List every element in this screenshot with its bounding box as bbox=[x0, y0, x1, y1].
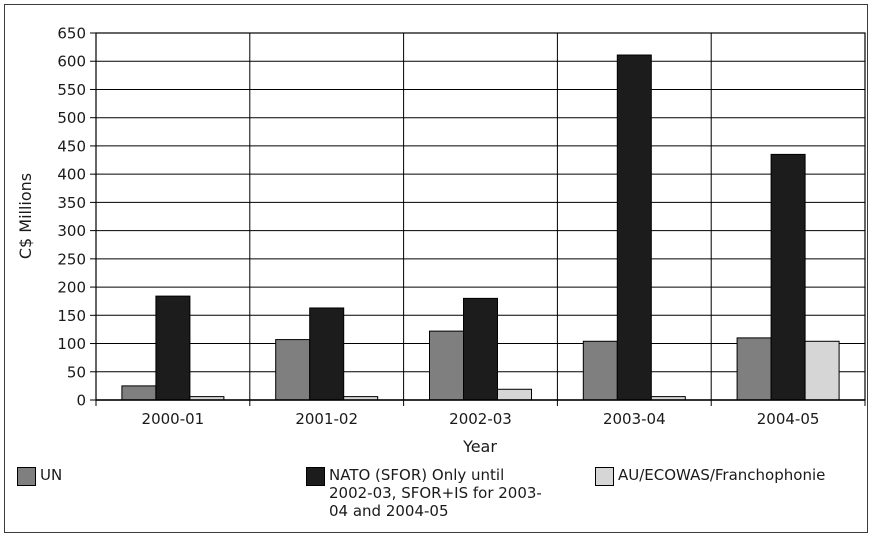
legend-swatch-nato bbox=[306, 467, 325, 486]
bar-au-2004-05 bbox=[804, 340, 840, 401]
y-tick-label: 250 bbox=[57, 250, 86, 268]
x-tick-label: 2003-04 bbox=[603, 410, 666, 428]
bar-un-2003-04 bbox=[582, 340, 618, 401]
bar-un-2000-01 bbox=[121, 385, 157, 401]
bar-un-2001-02 bbox=[275, 339, 311, 401]
y-tick-label: 600 bbox=[57, 53, 86, 71]
y-axis-label: C$ Millions bbox=[16, 173, 35, 259]
legend-swatch-au bbox=[595, 467, 614, 486]
axes bbox=[90, 32, 866, 406]
legend-label-line: AU/ECOWAS/Franchophonie bbox=[618, 466, 826, 484]
y-tick-label: 50 bbox=[67, 363, 86, 381]
legend-item-nato: NATO (SFOR) Only until 2002-03, SFOR+IS f… bbox=[306, 466, 542, 520]
y-tick-label: 450 bbox=[57, 137, 86, 155]
x-tick-label: 2000-01 bbox=[142, 410, 205, 428]
chart-frame bbox=[4, 4, 868, 533]
bar-nato-2003-04 bbox=[616, 54, 652, 401]
bar-nato-2000-01 bbox=[155, 295, 191, 401]
y-tick-label: 350 bbox=[57, 194, 86, 212]
bars bbox=[121, 54, 840, 401]
legend-label-line: 2002-03, SFOR+IS for 2003- bbox=[329, 484, 542, 502]
legend-label-line: 04 and 2004-05 bbox=[329, 502, 449, 520]
x-tick-label: 2001-02 bbox=[295, 410, 358, 428]
legend-label-nato: NATO (SFOR) Only until 2002-03, SFOR+IS f… bbox=[329, 466, 542, 520]
legend-label-un: UN bbox=[40, 466, 62, 484]
bar-nato-2001-02 bbox=[309, 307, 345, 401]
x-axis-label: Year bbox=[462, 437, 497, 456]
y-tick-label: 150 bbox=[57, 307, 86, 325]
legend-item-un: UN bbox=[17, 466, 62, 486]
y-tick-label: 200 bbox=[57, 279, 86, 297]
x-tick-labels: 2000-01 2001-02 2002-03 2003-04 2004-05 bbox=[142, 410, 820, 428]
legend-label-au: AU/ECOWAS/Franchophonie bbox=[618, 466, 825, 484]
y-tick-label: 300 bbox=[57, 222, 86, 240]
legend-label-line: NATO (SFOR) Only until bbox=[329, 466, 505, 484]
x-tick-label: 2002-03 bbox=[449, 410, 512, 428]
y-tick-label: 0 bbox=[76, 392, 86, 410]
x-tick-label: 2004-05 bbox=[757, 410, 820, 428]
bar-nato-2002-03 bbox=[463, 297, 498, 401]
legend-item-au: AU/ECOWAS/Franchophonie bbox=[595, 466, 825, 486]
y-tick-label: 650 bbox=[57, 25, 86, 43]
grid-lines bbox=[96, 32, 865, 401]
y-tick-labels: 0 50 100 150 200 250 300 350 400 450 500 550 600 650 bbox=[57, 25, 86, 410]
legend-swatch-un bbox=[17, 467, 36, 486]
legend-label-line: UN bbox=[40, 466, 63, 484]
bar-un-2004-05 bbox=[736, 337, 772, 401]
y-tick-label: 100 bbox=[57, 335, 86, 353]
bar-nato-2004-05 bbox=[770, 153, 806, 401]
y-tick-label: 550 bbox=[57, 81, 86, 99]
bar-au-2002-03 bbox=[497, 388, 532, 401]
bar-un-2002-03 bbox=[429, 330, 464, 401]
y-tick-label: 400 bbox=[57, 166, 86, 184]
y-tick-label: 500 bbox=[57, 109, 86, 127]
